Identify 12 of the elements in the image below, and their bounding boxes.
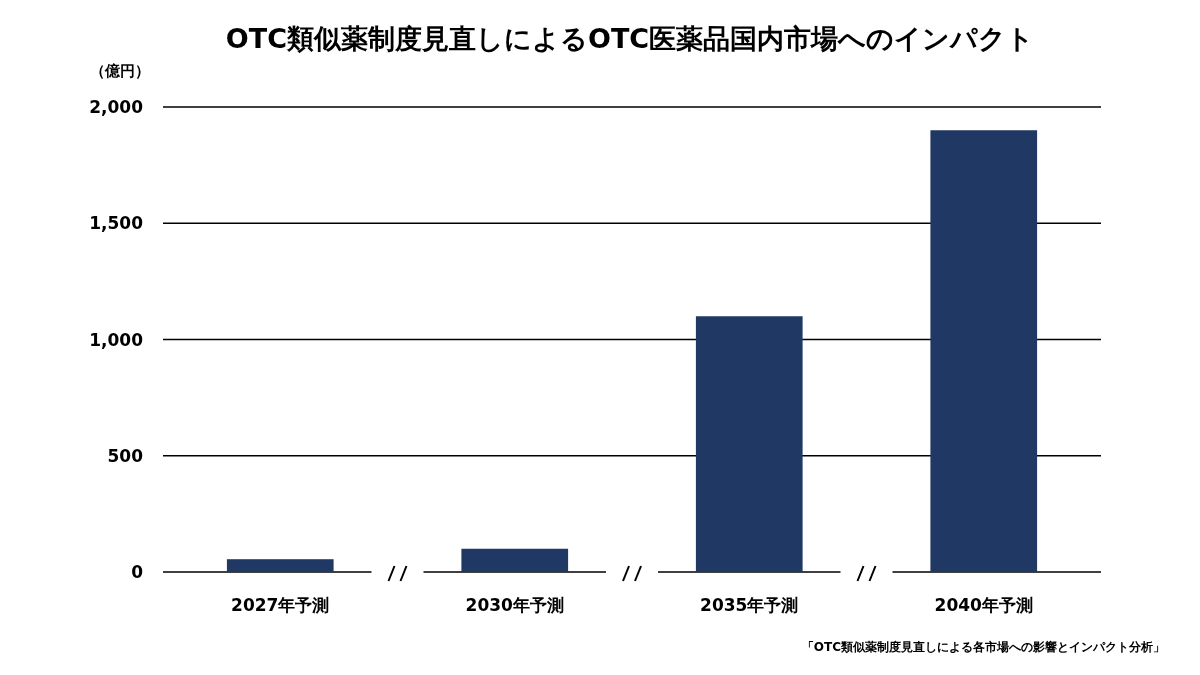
x-tick-label: 2030年予測 [465,595,564,615]
chart-title: OTC類似薬制度見直しによるOTC医薬品国内市場へのインパクト [225,23,1035,54]
y-tick-label: 1,000 [89,329,144,350]
y-tick-label: 0 [131,562,144,582]
x-tick-label: 2035年予測 [700,595,799,615]
y-axis-title: （億円） [90,62,150,80]
y-tick-label: 2,000 [89,97,144,117]
y-tick-label: 1,500 [89,213,144,234]
x-tick-label: 2027年予測 [231,595,330,615]
x-tick-label: 2040年予測 [934,595,1033,615]
text: 「OTC類似薬制度見直しによる各市場への影響とインパクト分析」 [801,640,1165,654]
y-tick-label: 500 [107,445,144,466]
